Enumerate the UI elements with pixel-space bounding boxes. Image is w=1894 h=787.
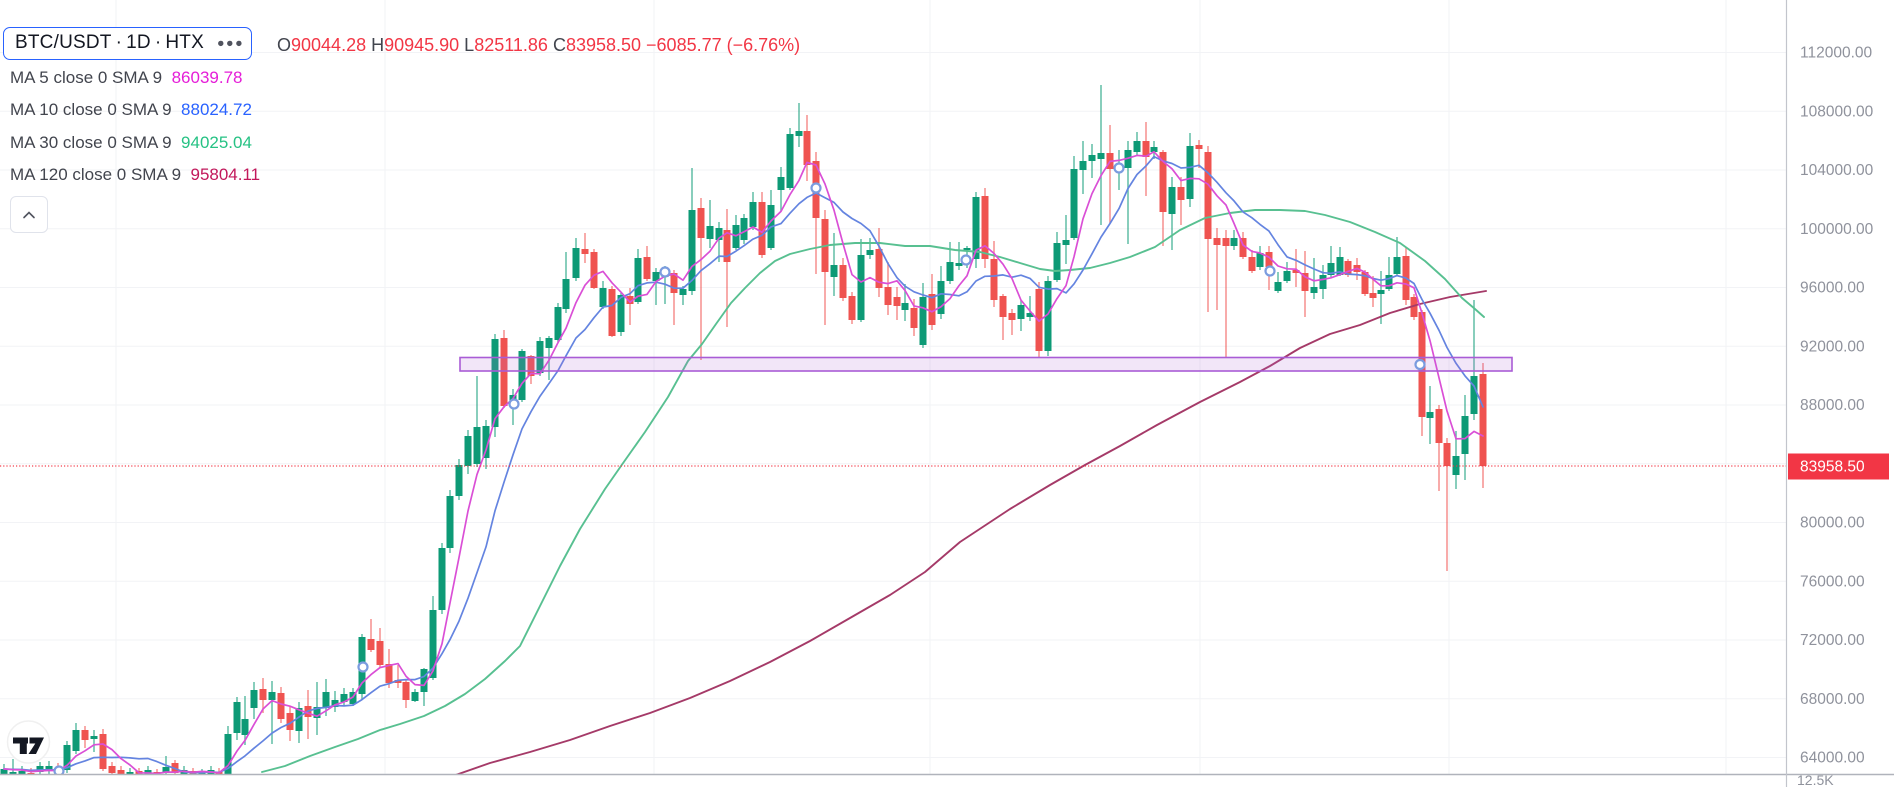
svg-text:100000.00: 100000.00 <box>1800 221 1874 238</box>
svg-text:68000.00: 68000.00 <box>1800 691 1865 708</box>
svg-text:64000.00: 64000.00 <box>1800 750 1865 767</box>
svg-text:112000.00: 112000.00 <box>1800 45 1872 62</box>
svg-text:108000.00: 108000.00 <box>1800 103 1874 120</box>
svg-text:72000.00: 72000.00 <box>1800 632 1865 649</box>
svg-text:12.5K: 12.5K <box>1797 772 1834 787</box>
svg-text:96000.00: 96000.00 <box>1800 280 1865 297</box>
svg-text:76000.00: 76000.00 <box>1800 573 1865 590</box>
svg-text:104000.00: 104000.00 <box>1800 162 1874 179</box>
svg-text:88000.00: 88000.00 <box>1800 397 1865 414</box>
svg-text:80000.00: 80000.00 <box>1800 515 1865 532</box>
svg-text:92000.00: 92000.00 <box>1800 338 1865 355</box>
svg-text:83958.50: 83958.50 <box>1800 459 1865 476</box>
